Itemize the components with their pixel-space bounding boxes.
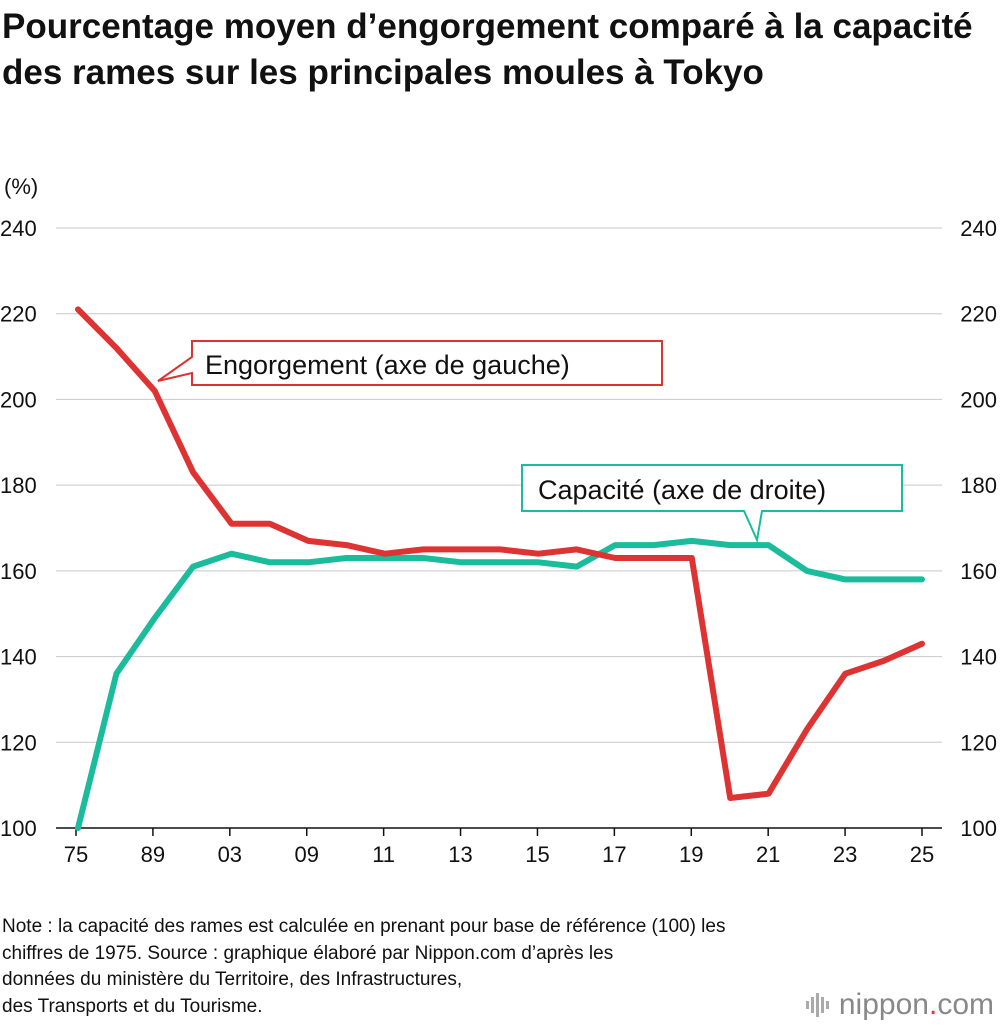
right-tick-label: 220 xyxy=(960,302,997,327)
right-tick-label: 100 xyxy=(960,816,997,841)
chart-note: Note : la capacité des rames est calculé… xyxy=(2,914,962,1020)
callout-engorgement-box xyxy=(157,340,663,386)
x-tick-label: 25 xyxy=(910,842,934,867)
right-tick-label: 120 xyxy=(960,730,997,755)
right-tick-label: 160 xyxy=(960,559,997,584)
note-line-1: Note : la capacité des rames est calculé… xyxy=(2,916,726,937)
x-tick-label: 13 xyxy=(448,842,472,867)
left-tick-label: 200 xyxy=(0,387,37,412)
unit-label: (%) xyxy=(4,174,38,199)
series-line-capacite xyxy=(75,537,925,831)
callout-capacite-label: Capacité (axe de droite) xyxy=(538,475,826,505)
note-line-2: chiffres de 1975. Source : graphique éla… xyxy=(2,942,614,964)
right-tick-label: 200 xyxy=(960,387,997,412)
logo-text-dot: . xyxy=(928,988,938,1021)
x-tick-label: 21 xyxy=(756,842,780,867)
x-tick-label: 23 xyxy=(833,842,857,867)
x-tick-label: 19 xyxy=(679,842,703,867)
x-axis: 75 89 03 09 11 13 15 17 19 21 23 25 xyxy=(64,828,934,867)
right-tick-label: 180 xyxy=(960,473,997,498)
callout-engorgement-label: Engorgement (axe de gauche) xyxy=(205,350,570,380)
x-tick-label: 09 xyxy=(294,842,318,867)
left-tick-label: 160 xyxy=(0,559,37,584)
x-tick-label: 03 xyxy=(218,842,242,867)
series-lines xyxy=(75,306,925,831)
x-tick-label: 75 xyxy=(64,842,88,867)
right-tick-label: 240 xyxy=(960,216,997,241)
grid xyxy=(56,227,942,829)
logo-text-suffix: com xyxy=(937,988,994,1021)
left-tick-label: 220 xyxy=(0,302,37,327)
right-tick-label: 140 xyxy=(960,645,997,670)
logo-text-main: nippon xyxy=(838,988,929,1021)
right-axis: 100 120 140 160 180 200 220 240 xyxy=(960,216,997,841)
left-axis: 100 120 140 160 180 200 220 240 xyxy=(0,216,37,841)
callout-capacite-box xyxy=(521,464,903,544)
note-line-4: des Transports et du Tourisme. xyxy=(2,995,263,1017)
line-chart: (%) 100 120 140 160 180 200 220 240 100 120 140 16… xyxy=(0,174,997,867)
callout-engorgement: Engorgement (axe de gauche) xyxy=(157,340,663,386)
left-tick-label: 140 xyxy=(0,645,37,670)
x-tick-label: 17 xyxy=(602,842,626,867)
x-tick-label: 11 xyxy=(372,842,395,867)
left-tick-label: 240 xyxy=(0,216,37,241)
x-tick-label: 15 xyxy=(525,842,549,867)
chart-title: Pourcentage moyen d’engorgement comparé … xyxy=(2,7,973,92)
sound-bars-icon xyxy=(805,993,829,1017)
left-tick-label: 180 xyxy=(0,473,37,498)
note-line-3: données du ministère du Territoire, des … xyxy=(2,969,463,990)
nippon-logo: nippon. com xyxy=(805,988,994,1022)
x-tick-label: 89 xyxy=(141,842,165,867)
left-tick-label: 120 xyxy=(0,730,37,755)
series-line-engorgement xyxy=(75,306,925,801)
left-tick-label: 100 xyxy=(0,816,37,841)
callout-capacite: Capacité (axe de droite) xyxy=(521,464,903,544)
